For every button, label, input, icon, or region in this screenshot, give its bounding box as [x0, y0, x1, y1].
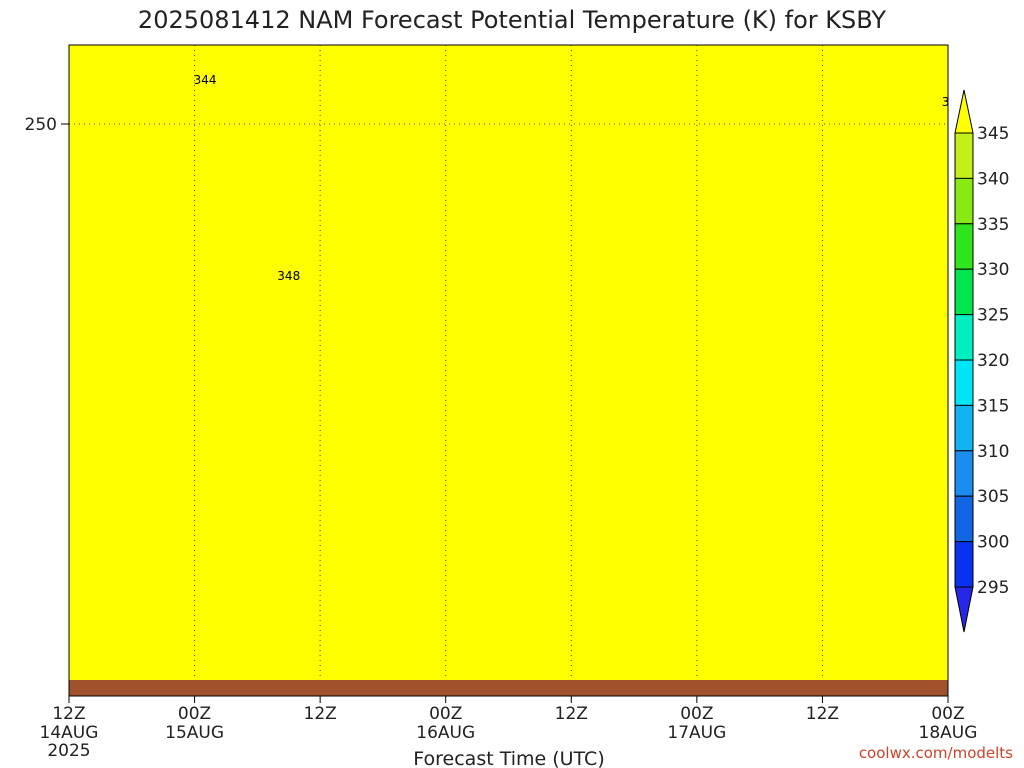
colorbar-segment	[955, 315, 973, 360]
colorbar-segment	[955, 405, 973, 450]
y-axis: 2503003504004505005506006507007508008509…	[14, 0, 69, 135]
x-axis-label: Forecast Time (UTC)	[413, 748, 604, 768]
colorbar-segment	[955, 451, 973, 496]
x-tick-label: 12Z	[304, 704, 337, 724]
x-tick-label: 00Z	[429, 704, 462, 724]
colorbar-label: 320	[977, 351, 1009, 371]
colorbar-segment	[955, 542, 973, 587]
x-tick-label: 00Z	[931, 704, 964, 724]
colorbar-label: 315	[977, 396, 1009, 416]
colorbar-label: 295	[977, 578, 1009, 598]
x-tick-year: 2025	[47, 741, 90, 761]
x-tick-label: 00Z	[178, 704, 211, 724]
colorbar-label: 305	[977, 487, 1009, 507]
contour-label: 344	[194, 73, 217, 87]
colorbar-label: 325	[977, 306, 1009, 326]
ground-surface-bar	[69, 680, 948, 696]
x-tick-label: 12Z	[52, 704, 85, 724]
x-tick-date: 16AUG	[416, 723, 475, 743]
chart-title: 2025081412 NAM Forecast Potential Temper…	[138, 6, 886, 34]
plot-area: 3483443443443403403363363363323323323283…	[69, 0, 966, 697]
colorbar-label: 330	[977, 260, 1009, 280]
colorbar-segment	[955, 496, 973, 541]
colorbar-label: 340	[977, 169, 1009, 189]
y-tick-label: 250	[25, 115, 57, 135]
colorbar-segment	[955, 269, 973, 314]
x-tick-date: 15AUG	[165, 723, 224, 743]
colorbar-segment	[955, 360, 973, 405]
x-tick-date: 18AUG	[919, 723, 978, 743]
colorbar-label: 310	[977, 442, 1009, 462]
x-tick-label: 12Z	[806, 704, 839, 724]
x-tick-label: 00Z	[680, 704, 713, 724]
filled-contours	[69, 45, 949, 697]
credit-text: coolwx.com/modelts	[859, 744, 1013, 762]
colorbar-max-arrow	[955, 90, 973, 133]
colorbar-label: 335	[977, 215, 1009, 235]
colorbar-min-arrow	[955, 587, 973, 632]
colorbar-label: 345	[977, 124, 1009, 144]
x-tick-label: 12Z	[555, 704, 588, 724]
colorbar-segment	[955, 178, 973, 223]
x-tick-date: 14AUG	[40, 723, 99, 743]
x-tick-date: 17AUG	[667, 723, 726, 743]
colorbar-segment	[955, 133, 973, 178]
contour-label: 348	[277, 269, 300, 283]
colorbar-segment	[955, 224, 973, 269]
colorbar: 345 340 335 330 325 320 315 310 305 300 295	[955, 90, 1009, 632]
colorbar-label: 300	[977, 533, 1009, 553]
